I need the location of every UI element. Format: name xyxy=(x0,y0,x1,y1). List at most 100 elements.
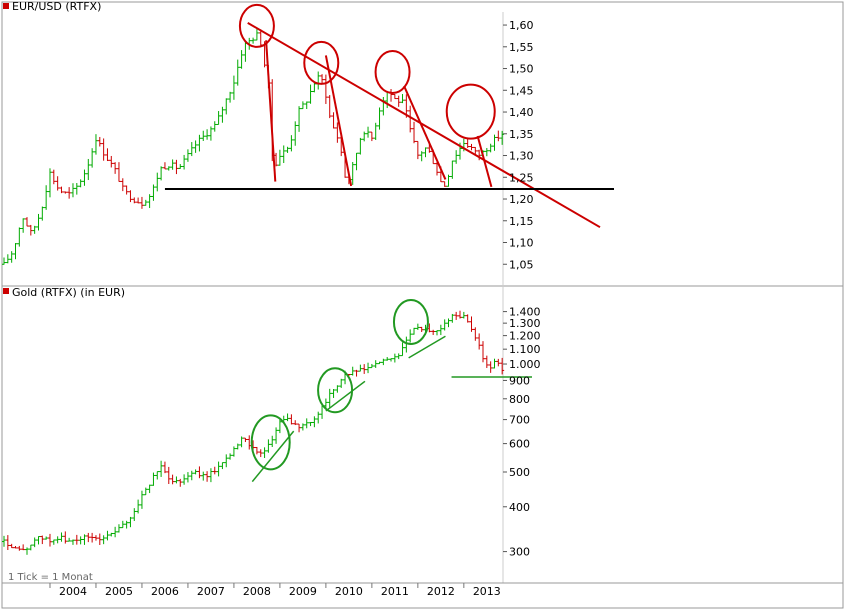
eurusd-month-bar xyxy=(9,251,14,263)
gold-ytick-label: 1.000 xyxy=(509,358,541,371)
eurusd-month-bar xyxy=(477,149,482,161)
gold-month-bar xyxy=(442,319,447,331)
eurusd-month-bar xyxy=(132,197,137,204)
gold-breakout-circle xyxy=(250,414,291,471)
eurusd-month-bar xyxy=(400,94,405,104)
gold-month-bar xyxy=(435,330,440,336)
x-tick-label: 2008 xyxy=(243,585,271,598)
eurusd-month-bar xyxy=(86,158,91,181)
eurusd-month-bar xyxy=(323,74,328,104)
eurusd-ytick-label: 1,60 xyxy=(509,19,534,32)
eurusd-month-bar xyxy=(24,217,29,227)
gold-month-bar xyxy=(385,357,390,361)
gold-month-bar xyxy=(438,324,443,336)
gold-month-bar xyxy=(32,537,37,548)
gold-trend-line xyxy=(251,430,295,483)
gold-month-bar xyxy=(170,474,175,485)
eurusd-month-bar xyxy=(59,186,64,194)
eurusd-month-bar xyxy=(67,187,72,199)
gold-month-bar xyxy=(492,358,497,369)
eurusd-title: EUR/USD (RTFX) xyxy=(12,0,101,13)
eurusd-month-bar xyxy=(450,160,455,179)
gold-month-bar xyxy=(63,531,68,544)
eurusd-ytick-label: 1,35 xyxy=(509,128,534,141)
gold-month-bar xyxy=(51,539,56,545)
eurusd-month-bar xyxy=(465,138,470,148)
x-tick-label: 2012 xyxy=(427,585,455,598)
eurusd-peak-circle xyxy=(303,40,340,85)
eurusd-month-bar xyxy=(40,206,45,221)
gold-month-bar xyxy=(40,535,45,545)
eurusd-month-bar xyxy=(63,191,68,194)
gold-month-bar xyxy=(270,435,275,447)
eurusd-month-bar xyxy=(354,152,359,171)
eurusd-month-bar xyxy=(120,178,125,192)
gold-month-bar xyxy=(389,358,394,362)
eurusd-month-bar xyxy=(435,160,440,176)
eurusd-month-bar xyxy=(251,37,256,44)
gold-ytick-label: 1.400 xyxy=(509,306,541,319)
eurusd-month-bar xyxy=(220,106,225,123)
gold-ytick-label: 400 xyxy=(509,501,530,514)
gold-month-bar xyxy=(159,460,164,477)
gold-month-bar xyxy=(392,353,397,363)
gold-month-bar xyxy=(243,437,248,443)
gold-month-bar xyxy=(97,533,102,545)
gold-month-bar xyxy=(185,472,190,483)
gold-month-bar xyxy=(90,532,95,543)
gold-month-bar xyxy=(5,535,10,551)
gold-month-bar xyxy=(258,449,263,458)
eurusd-month-bar xyxy=(358,137,363,155)
eurusd-month-bar xyxy=(239,50,244,69)
eurusd-month-bar xyxy=(109,155,114,168)
eurusd-month-bar xyxy=(300,101,305,110)
eurusd-month-bar xyxy=(139,196,144,209)
gold-month-bar xyxy=(201,471,206,481)
eurusd-month-bar xyxy=(159,166,164,181)
gold-month-bar xyxy=(277,417,282,434)
eurusd-month-bar xyxy=(484,147,489,157)
eurusd-month-bar xyxy=(216,111,221,125)
eurusd-month-bar xyxy=(185,149,190,162)
tick-note: 1 Tick = 1 Monat xyxy=(8,572,93,583)
eurusd-month-bar xyxy=(101,138,106,161)
eurusd-month-bar xyxy=(78,179,83,188)
gold-month-bar xyxy=(239,436,244,448)
gold-ytick-label: 1.300 xyxy=(509,317,541,330)
eurusd-month-bar xyxy=(369,131,374,142)
gold-month-bar xyxy=(362,364,367,374)
gold-month-bar xyxy=(450,313,455,323)
eurusd-peak-circle xyxy=(374,50,411,95)
eurusd-month-bar xyxy=(228,91,233,103)
eurusd-month-bar xyxy=(454,150,459,164)
gold-month-bar xyxy=(182,474,187,485)
gold-month-bar xyxy=(205,471,210,482)
gold-month-bar xyxy=(228,453,233,460)
gold-month-bar xyxy=(274,427,279,444)
gold-month-bar xyxy=(124,520,129,529)
eurusd-ytick-label: 1,25 xyxy=(509,171,534,184)
gold-month-bar xyxy=(13,545,18,549)
gold-month-bar xyxy=(454,311,459,320)
gold-month-bar xyxy=(178,478,183,487)
eurusd-month-bar xyxy=(285,146,290,153)
eurusd-month-bar xyxy=(136,197,141,204)
eurusd-drop-line xyxy=(265,40,277,182)
gold-month-bar xyxy=(78,536,83,545)
gold-month-bar xyxy=(293,420,298,426)
eurusd-drop-line xyxy=(476,135,493,188)
eurusd-ytick-label: 1,10 xyxy=(509,237,534,250)
gold-month-bar xyxy=(373,360,378,368)
eurusd-month-bar xyxy=(197,134,202,152)
gold-month-bar xyxy=(480,341,485,363)
eurusd-ytick-label: 1,20 xyxy=(509,193,534,206)
gold-trend-line xyxy=(325,380,366,412)
gold-month-bar xyxy=(136,499,141,514)
eurusd-month-bar xyxy=(373,122,378,140)
gold-month-bar xyxy=(193,469,198,475)
gold-ytick-label: 1.200 xyxy=(509,330,541,343)
eurusd-month-bar xyxy=(82,169,87,186)
eurusd-month-bar xyxy=(327,95,332,119)
eurusd-ytick-label: 1,55 xyxy=(509,41,534,54)
eurusd-month-bar xyxy=(366,126,371,138)
